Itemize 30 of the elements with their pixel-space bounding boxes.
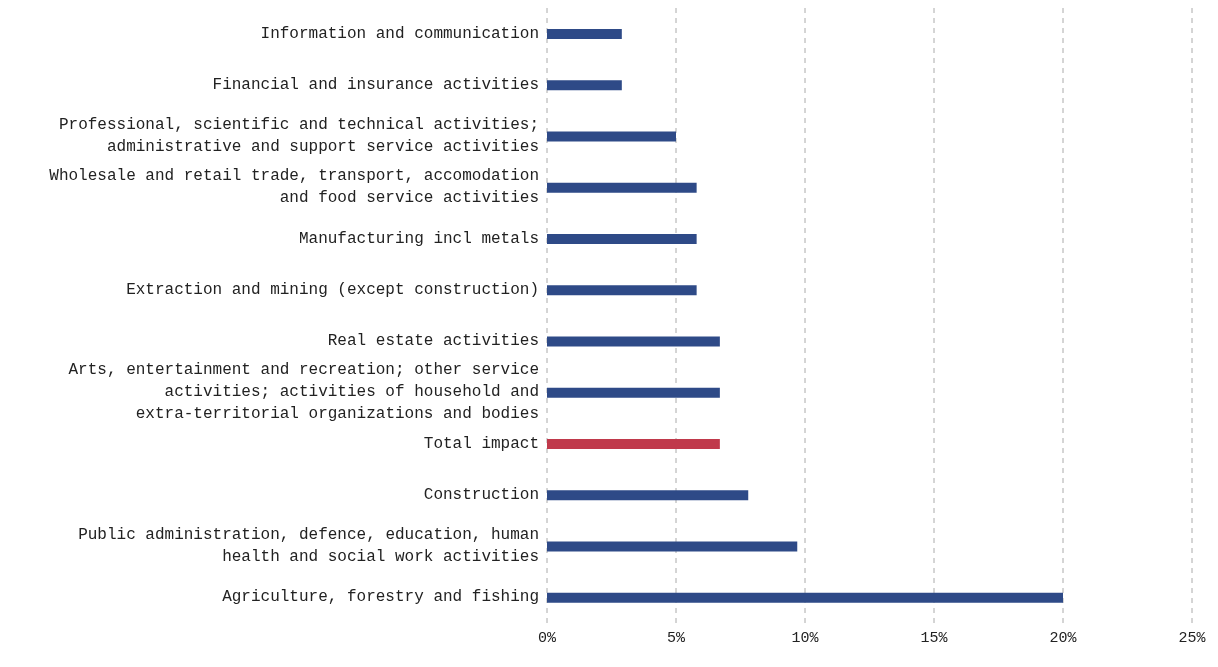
bar	[547, 131, 676, 142]
x-tick-label: 25%	[1178, 629, 1207, 647]
bar	[547, 285, 697, 296]
x-tick-label: 10%	[791, 629, 820, 647]
y-tick-label: Construction	[423, 485, 539, 504]
y-tick-label: Professional, scientific and technical activities; administrative and support service activities	[58, 116, 539, 157]
y-tick-label: Total impact	[423, 434, 539, 453]
y-tick-label: Agriculture, forestry and fishing	[222, 588, 539, 607]
y-tick-label: Real estate activities	[327, 332, 539, 351]
x-tick-label: 20%	[1049, 629, 1078, 647]
bar	[547, 336, 720, 347]
bar	[547, 182, 697, 193]
bar	[547, 29, 622, 39]
y-tick-label: Public administration, defence, education, human health and social work activities	[78, 526, 539, 567]
x-tick-label: 15%	[920, 629, 949, 647]
bar	[547, 592, 1063, 603]
y-tick-label: Information and communication	[260, 24, 539, 43]
bar	[547, 490, 749, 501]
bar	[547, 234, 697, 244]
y-tick-label: Financial and insurance activities	[212, 75, 539, 94]
y-tick-label: Extraction and mining (except construction)	[126, 280, 539, 299]
y-tick-label: Manufacturing incl metals	[298, 229, 539, 248]
bar	[547, 387, 720, 398]
bar	[547, 80, 622, 91]
y-tick-label: Arts, entertainment and recreation; other service activities; activities of household and extra-territorial organizations and bodies	[68, 361, 539, 424]
y-tick-label: Wholesale and retail trade, transport, accomodation and food service activities	[49, 167, 539, 208]
bar	[547, 439, 720, 449]
x-tick-label: 0%	[537, 629, 557, 647]
x-tick-label: 5%	[666, 629, 686, 647]
bar	[547, 541, 798, 552]
